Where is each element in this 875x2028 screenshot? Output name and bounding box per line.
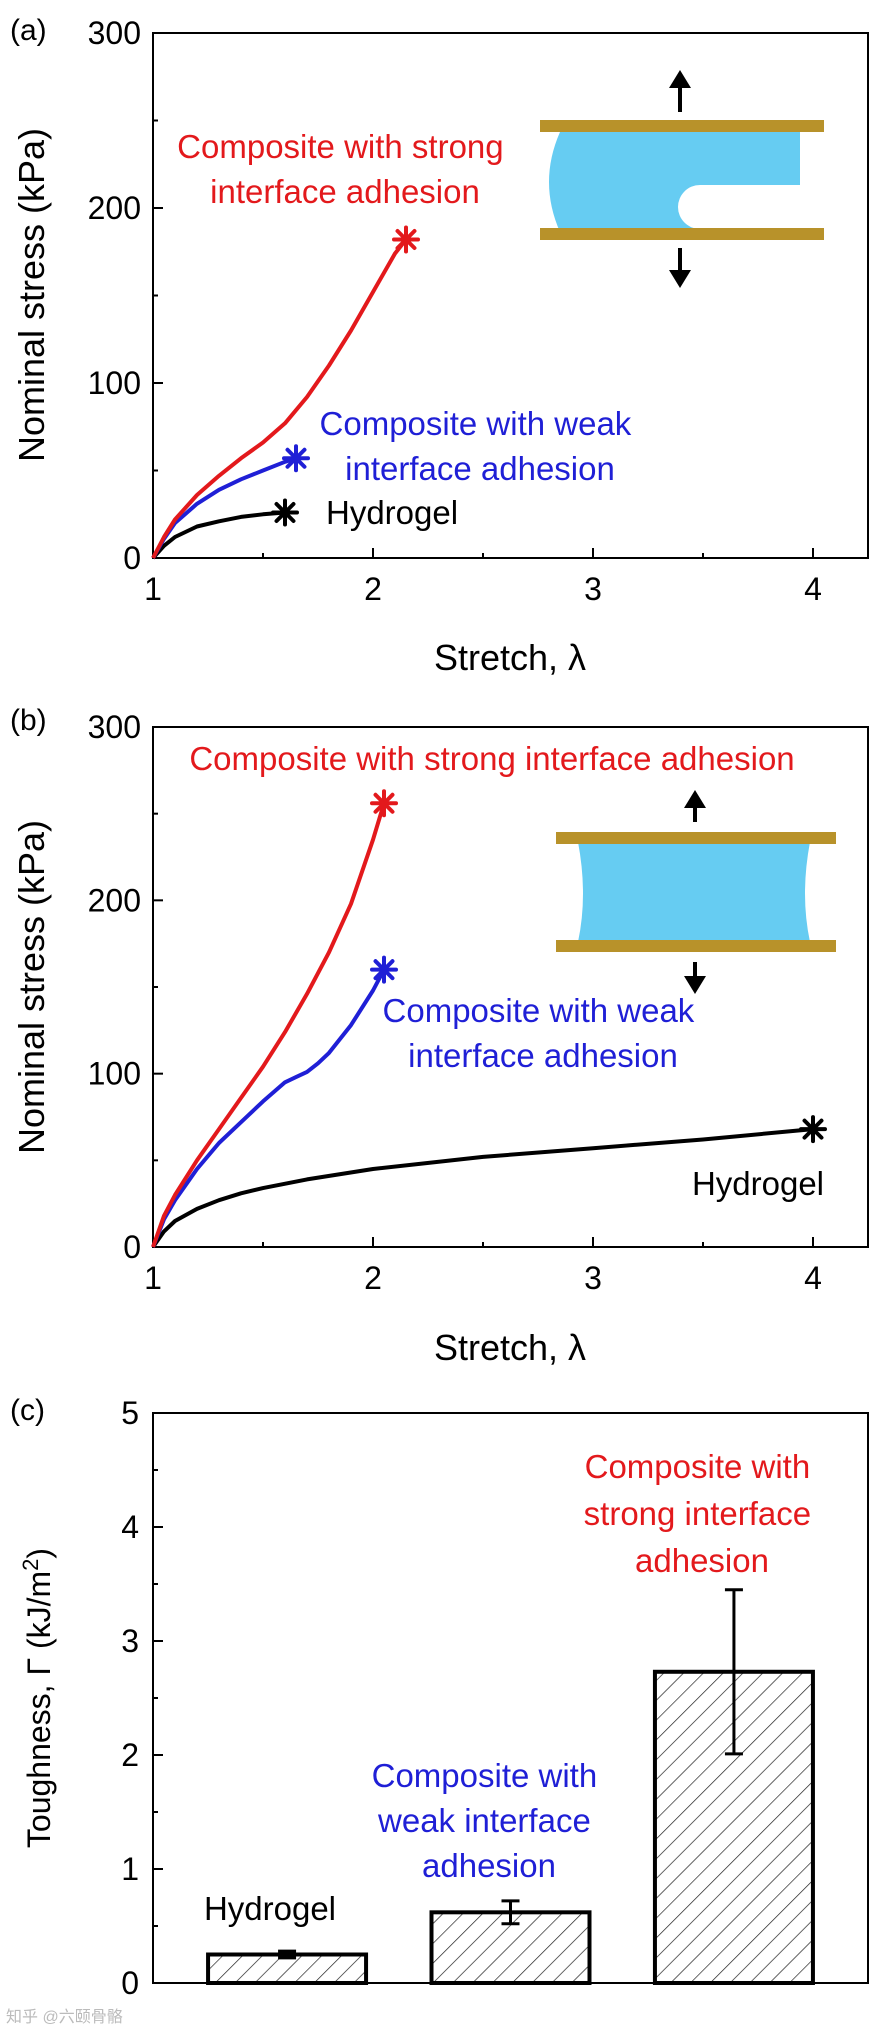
p1-y-tick-label-2: 200 xyxy=(88,882,141,918)
label-c-strong: Composite with strong interface adhesion xyxy=(584,1448,821,1579)
arrow-down-head-icon xyxy=(669,270,691,288)
p0-failure-marker-1-stroke-3 xyxy=(285,447,307,469)
label-c-weak-line2: weak interface xyxy=(377,1802,591,1839)
y-axis-label-a: Nominal stress (kPa) xyxy=(11,128,52,462)
label-a-hydrogel: Hydrogel xyxy=(326,494,458,531)
label-a-weak-line1: Composite with weak xyxy=(320,405,632,442)
p1-y-tick-label-0: 0 xyxy=(123,1229,141,1265)
panel-label-a: (a) xyxy=(10,14,47,47)
inset-top-plate-a xyxy=(540,120,824,132)
p2-y-tick-label-0: 0 xyxy=(121,1965,139,2001)
label-c-strong-line2: strong interface xyxy=(584,1495,811,1532)
label-c-strong-line3: adhesion xyxy=(635,1542,769,1579)
label-a-weak: Composite with weak interface adhesion xyxy=(320,405,641,487)
x-axis-label-a: Stretch, λ xyxy=(434,637,586,678)
y-axis-label-b: Nominal stress (kPa) xyxy=(11,820,52,1154)
p0-x-tick-label-1: 2 xyxy=(364,571,382,607)
label-b-hydrogel: Hydrogel xyxy=(692,1165,824,1202)
y-axis-label-c-tail: ) xyxy=(21,1548,57,1559)
label-a-strong: Composite with strong interface adhesion xyxy=(177,128,513,210)
p1-y-tick-label-1: 100 xyxy=(88,1056,141,1092)
p1-x-tick-label-1: 2 xyxy=(364,1260,382,1296)
label-a-strong-line2: interface adhesion xyxy=(210,173,480,210)
p0-y-tick-label-3: 300 xyxy=(88,15,141,51)
p2-y-tick-label-5: 5 xyxy=(121,1395,139,1431)
p1-x-tick-label-2: 3 xyxy=(584,1260,602,1296)
inset-bottom-plate-a xyxy=(540,228,824,240)
inset-gel-notched xyxy=(549,132,800,232)
y-axis-label-c-main: Toughness, Γ (kJ/m xyxy=(21,1571,57,1848)
p0-y-tick-label-0: 0 xyxy=(123,540,141,576)
p0-failure-marker-0-stroke-3 xyxy=(395,229,417,250)
label-c-hydrogel: Hydrogel xyxy=(204,1890,336,1927)
label-a-weak-line2: interface adhesion xyxy=(345,450,615,487)
label-b-weak: Composite with weak interface adhesion xyxy=(383,992,704,1074)
p1-y-tick-label-3: 300 xyxy=(88,709,141,745)
p0-y-tick-label-2: 200 xyxy=(88,190,141,226)
watermark: 知乎 @六颐骨骼 xyxy=(6,2008,123,2026)
arrow-down-head-icon-b xyxy=(684,976,706,994)
p1-x-tick-label-3: 4 xyxy=(804,1260,822,1296)
y-axis-label-c: Toughness, Γ (kJ/m2) xyxy=(18,1548,57,1848)
inset-schematic-intact xyxy=(556,790,836,994)
p1-x-tick-label-0: 1 xyxy=(144,1260,162,1296)
panel-label-b: (b) xyxy=(10,704,47,737)
p2-y-tick-label-4: 4 xyxy=(121,1509,139,1545)
arrow-up-head-icon xyxy=(669,70,691,88)
label-c-weak-line1: Composite with xyxy=(372,1757,598,1794)
p0-x-tick-label-0: 1 xyxy=(144,571,162,607)
y-axis-label-c-sup: 2 xyxy=(18,1559,43,1571)
p1-failure-marker-0-stroke-3 xyxy=(373,792,395,814)
x-axis-label-b: Stretch, λ xyxy=(434,1327,586,1368)
inset-top-plate-b xyxy=(556,832,836,844)
inset-schematic-notched xyxy=(540,70,824,288)
p2-y-tick-label-1: 1 xyxy=(121,1851,139,1887)
label-b-strong: Composite with strong interface adhesion xyxy=(189,740,794,777)
label-c-weak: Composite with weak interface adhesion xyxy=(372,1757,607,1884)
arrow-up-head-icon-b xyxy=(684,790,706,808)
p1-series-line-2 xyxy=(151,1127,814,1249)
p1-series-line-0 xyxy=(151,802,386,1248)
p1-series-line-1 xyxy=(151,968,386,1248)
p0-series-line-2 xyxy=(151,510,286,560)
p0-x-tick-label-2: 3 xyxy=(584,571,602,607)
p2-y-tick-label-2: 2 xyxy=(121,1737,139,1773)
p1-failure-marker-2-stroke-3 xyxy=(802,1118,824,1140)
p1-failure-marker-1-stroke-3 xyxy=(373,959,395,981)
label-c-weak-line3: adhesion xyxy=(422,1847,556,1884)
label-a-strong-line1: Composite with strong xyxy=(177,128,503,165)
p2-y-tick-label-3: 3 xyxy=(121,1623,139,1659)
label-b-weak-line2: interface adhesion xyxy=(408,1037,678,1074)
p0-x-tick-label-3: 4 xyxy=(804,571,822,607)
inset-gel-intact xyxy=(578,842,810,942)
panel-label-c: (c) xyxy=(10,1394,45,1427)
label-c-strong-line1: Composite with xyxy=(585,1448,811,1485)
label-b-weak-line1: Composite with weak xyxy=(383,992,695,1029)
p0-failure-marker-2-stroke-3 xyxy=(274,502,296,523)
p0-y-tick-label-1: 100 xyxy=(88,365,141,401)
p0-series-line-0 xyxy=(151,238,408,559)
inset-bottom-plate-b xyxy=(556,940,836,952)
